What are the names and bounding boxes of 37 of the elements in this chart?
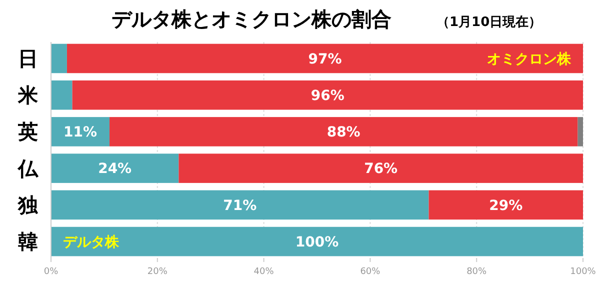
data-label: 24% xyxy=(98,161,132,178)
bar xyxy=(110,117,578,146)
data-label: 96% xyxy=(310,88,344,104)
y-tick-label: 英 xyxy=(17,120,38,144)
bar xyxy=(428,190,583,220)
bar xyxy=(51,154,179,183)
data-label: 100% xyxy=(295,234,339,250)
bar xyxy=(72,80,583,110)
series-label: オミクロン株 xyxy=(487,51,572,68)
x-tick-label: 100% xyxy=(570,267,596,277)
x-tick-label: 60% xyxy=(360,267,381,277)
x-tick-label: 40% xyxy=(254,267,274,277)
data-label: 71% xyxy=(223,198,257,214)
data-label: 11% xyxy=(64,124,98,141)
bar xyxy=(51,226,583,256)
bar xyxy=(178,154,583,183)
data-label: 76% xyxy=(364,161,398,178)
y-tick-label: 米 xyxy=(17,83,39,108)
bar xyxy=(51,44,67,74)
y-tick-label: 日 xyxy=(18,46,38,70)
bar xyxy=(51,117,110,146)
x-tick-label: 80% xyxy=(466,267,488,277)
bar xyxy=(51,190,429,220)
y-tick-label: 独 xyxy=(17,192,39,217)
bar xyxy=(51,80,72,110)
series-label: デルタ株 xyxy=(63,234,120,250)
bar xyxy=(66,44,583,74)
data-label: 29% xyxy=(489,198,523,214)
x-tick-label: 20% xyxy=(147,267,168,277)
chart-subtitle: （1月10日現在） xyxy=(436,15,542,30)
y-tick-label: 仏 xyxy=(17,156,39,180)
data-label: 97% xyxy=(308,51,342,68)
data-label: 88% xyxy=(326,124,360,141)
chart-title: デルタ株とオミクロン株の割合 xyxy=(112,7,392,31)
x-tick-label: 0% xyxy=(44,267,59,277)
y-tick-label: 韓 xyxy=(18,230,38,254)
bar xyxy=(578,117,583,146)
